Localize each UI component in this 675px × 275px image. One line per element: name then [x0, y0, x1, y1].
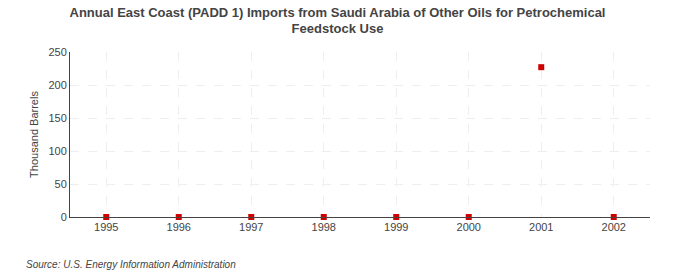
- svg-text:1999: 1999: [384, 221, 408, 233]
- svg-text:1995: 1995: [94, 221, 118, 233]
- svg-text:50: 50: [55, 178, 67, 190]
- svg-text:Annual East Coast (PADD 1) Imp: Annual East Coast (PADD 1) Imports from …: [70, 5, 606, 37]
- svg-text:100: 100: [48, 145, 66, 157]
- svg-text:Thousand Barrels: Thousand Barrels: [28, 91, 40, 178]
- svg-text:200: 200: [48, 79, 66, 91]
- svg-text:2002: 2002: [602, 221, 626, 233]
- svg-text:2001: 2001: [529, 221, 553, 233]
- svg-text:250: 250: [48, 46, 66, 58]
- svg-text:1997: 1997: [239, 221, 263, 233]
- svg-text:150: 150: [48, 112, 66, 124]
- svg-text:1996: 1996: [167, 221, 191, 233]
- svg-text:2000: 2000: [457, 221, 481, 233]
- svg-text:0: 0: [61, 211, 67, 223]
- svg-text:1998: 1998: [312, 221, 336, 233]
- svg-text:Source: U.S. Energy Informatio: Source: U.S. Energy Information Administ…: [26, 259, 236, 270]
